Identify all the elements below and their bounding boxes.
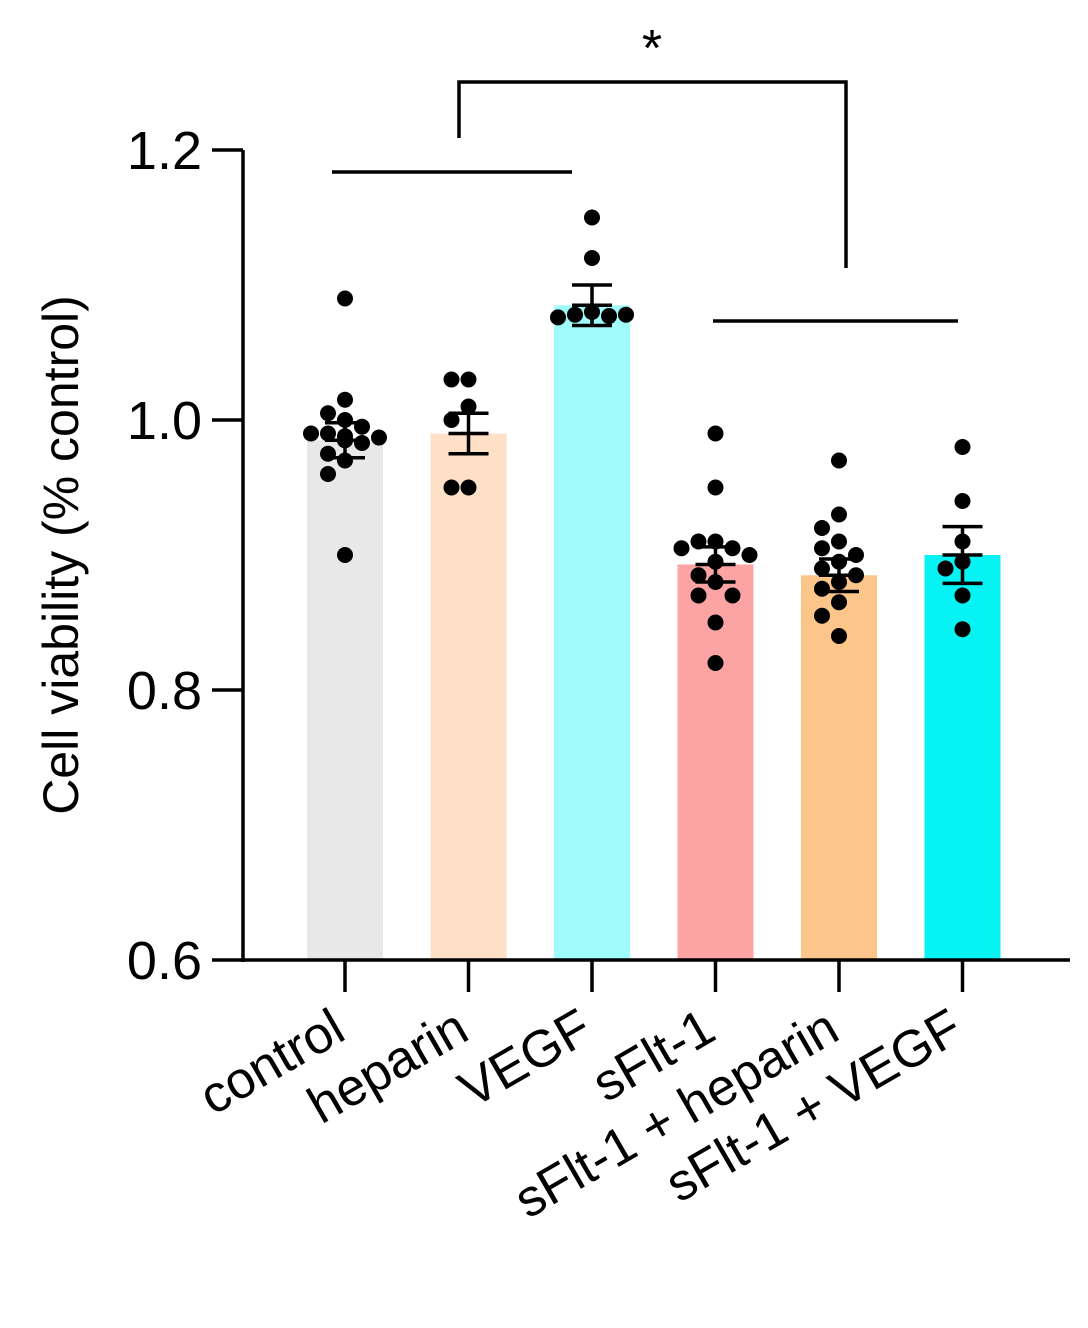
data-point-4-11 bbox=[831, 594, 847, 611]
data-point-1-5 bbox=[443, 479, 460, 496]
data-point-3-9 bbox=[707, 574, 724, 590]
significance-asterisk: * bbox=[642, 20, 662, 78]
data-point-3-4 bbox=[724, 540, 741, 557]
data-point-0-11 bbox=[354, 434, 370, 451]
data-point-4-0 bbox=[831, 452, 847, 469]
data-point-5-0 bbox=[954, 439, 971, 455]
y-tick-label-2: 1.0 bbox=[127, 391, 202, 451]
data-point-1-3 bbox=[443, 412, 460, 428]
data-point-2-1 bbox=[584, 250, 600, 266]
data-point-2-4 bbox=[601, 308, 617, 325]
data-point-1-0 bbox=[460, 371, 477, 388]
data-point-1-1 bbox=[443, 371, 460, 388]
data-point-1-2 bbox=[460, 398, 477, 415]
data-point-3-6 bbox=[741, 547, 758, 563]
data-point-0-13 bbox=[337, 452, 353, 469]
data-point-3-0 bbox=[707, 425, 724, 442]
data-point-2-5 bbox=[550, 309, 566, 326]
significance-bracket bbox=[457, 80, 848, 268]
data-point-4-8 bbox=[848, 567, 864, 584]
data-point-4-12 bbox=[814, 607, 830, 624]
data-point-4-6 bbox=[831, 553, 847, 570]
y-axis-title: Cell viability (% control) bbox=[33, 295, 89, 815]
data-point-3-10 bbox=[690, 587, 707, 604]
data-point-5-2 bbox=[954, 533, 971, 550]
data-point-5-3 bbox=[954, 553, 971, 570]
data-point-4-3 bbox=[831, 533, 847, 550]
significance-brackets bbox=[332, 80, 958, 323]
x-tick-label-2: VEGF bbox=[449, 998, 601, 1119]
data-point-4-7 bbox=[814, 560, 830, 577]
data-point-3-8 bbox=[690, 567, 707, 584]
data-point-3-13 bbox=[707, 655, 724, 671]
data-point-3-5 bbox=[673, 540, 690, 557]
axes-layer bbox=[241, 150, 1070, 962]
data-point-4-2 bbox=[814, 520, 830, 536]
data-point-0-2 bbox=[320, 405, 336, 422]
y-tick-label-0: 0.6 bbox=[127, 931, 202, 991]
data-point-1-4 bbox=[460, 479, 477, 496]
y-tick-label-3: 1.2 bbox=[127, 121, 202, 181]
data-point-4-9 bbox=[831, 574, 847, 590]
data-point-3-11 bbox=[724, 587, 741, 604]
data-point-2-2 bbox=[584, 304, 600, 320]
data-point-0-1 bbox=[337, 391, 353, 408]
data-point-0-15 bbox=[337, 547, 353, 563]
data-point-0-8 bbox=[371, 429, 387, 446]
data-point-2-6 bbox=[618, 306, 634, 323]
data-point-0-10 bbox=[337, 432, 353, 449]
y-tick-label-1: 0.8 bbox=[127, 661, 202, 721]
data-point-3-2 bbox=[707, 533, 724, 550]
data-point-2-0 bbox=[584, 209, 600, 226]
data-point-0-4 bbox=[354, 418, 370, 435]
data-point-3-12 bbox=[707, 614, 724, 631]
error-bars-layer bbox=[325, 283, 983, 594]
data-point-5-5 bbox=[954, 587, 971, 604]
data-point-0-14 bbox=[320, 466, 336, 482]
bars-layer bbox=[307, 305, 1001, 960]
data-point-3-1 bbox=[707, 479, 724, 496]
data-point-3-3 bbox=[690, 533, 707, 550]
data-point-2-3 bbox=[567, 306, 583, 323]
data-point-0-3 bbox=[337, 412, 353, 428]
data-point-5-1 bbox=[954, 493, 971, 509]
data-point-5-6 bbox=[954, 621, 971, 638]
data-point-4-10 bbox=[814, 580, 830, 597]
bar-1 bbox=[430, 433, 507, 960]
bar-0 bbox=[307, 440, 383, 960]
data-point-0-0 bbox=[337, 290, 353, 307]
bar-5 bbox=[924, 555, 1001, 960]
data-point-4-1 bbox=[831, 506, 847, 523]
data-point-5-4 bbox=[937, 560, 954, 577]
data-point-4-4 bbox=[814, 540, 830, 557]
data-points-layer bbox=[303, 209, 971, 671]
bar-2 bbox=[554, 305, 630, 960]
data-point-0-5 bbox=[320, 425, 336, 442]
data-point-3-7 bbox=[707, 553, 724, 570]
data-point-4-5 bbox=[848, 547, 864, 563]
y-ticks-layer: 0.6 0.8 1.0 1.2 bbox=[127, 121, 243, 991]
data-point-0-12 bbox=[320, 445, 336, 462]
data-point-0-6 bbox=[303, 425, 319, 442]
data-point-4-13 bbox=[831, 628, 847, 644]
